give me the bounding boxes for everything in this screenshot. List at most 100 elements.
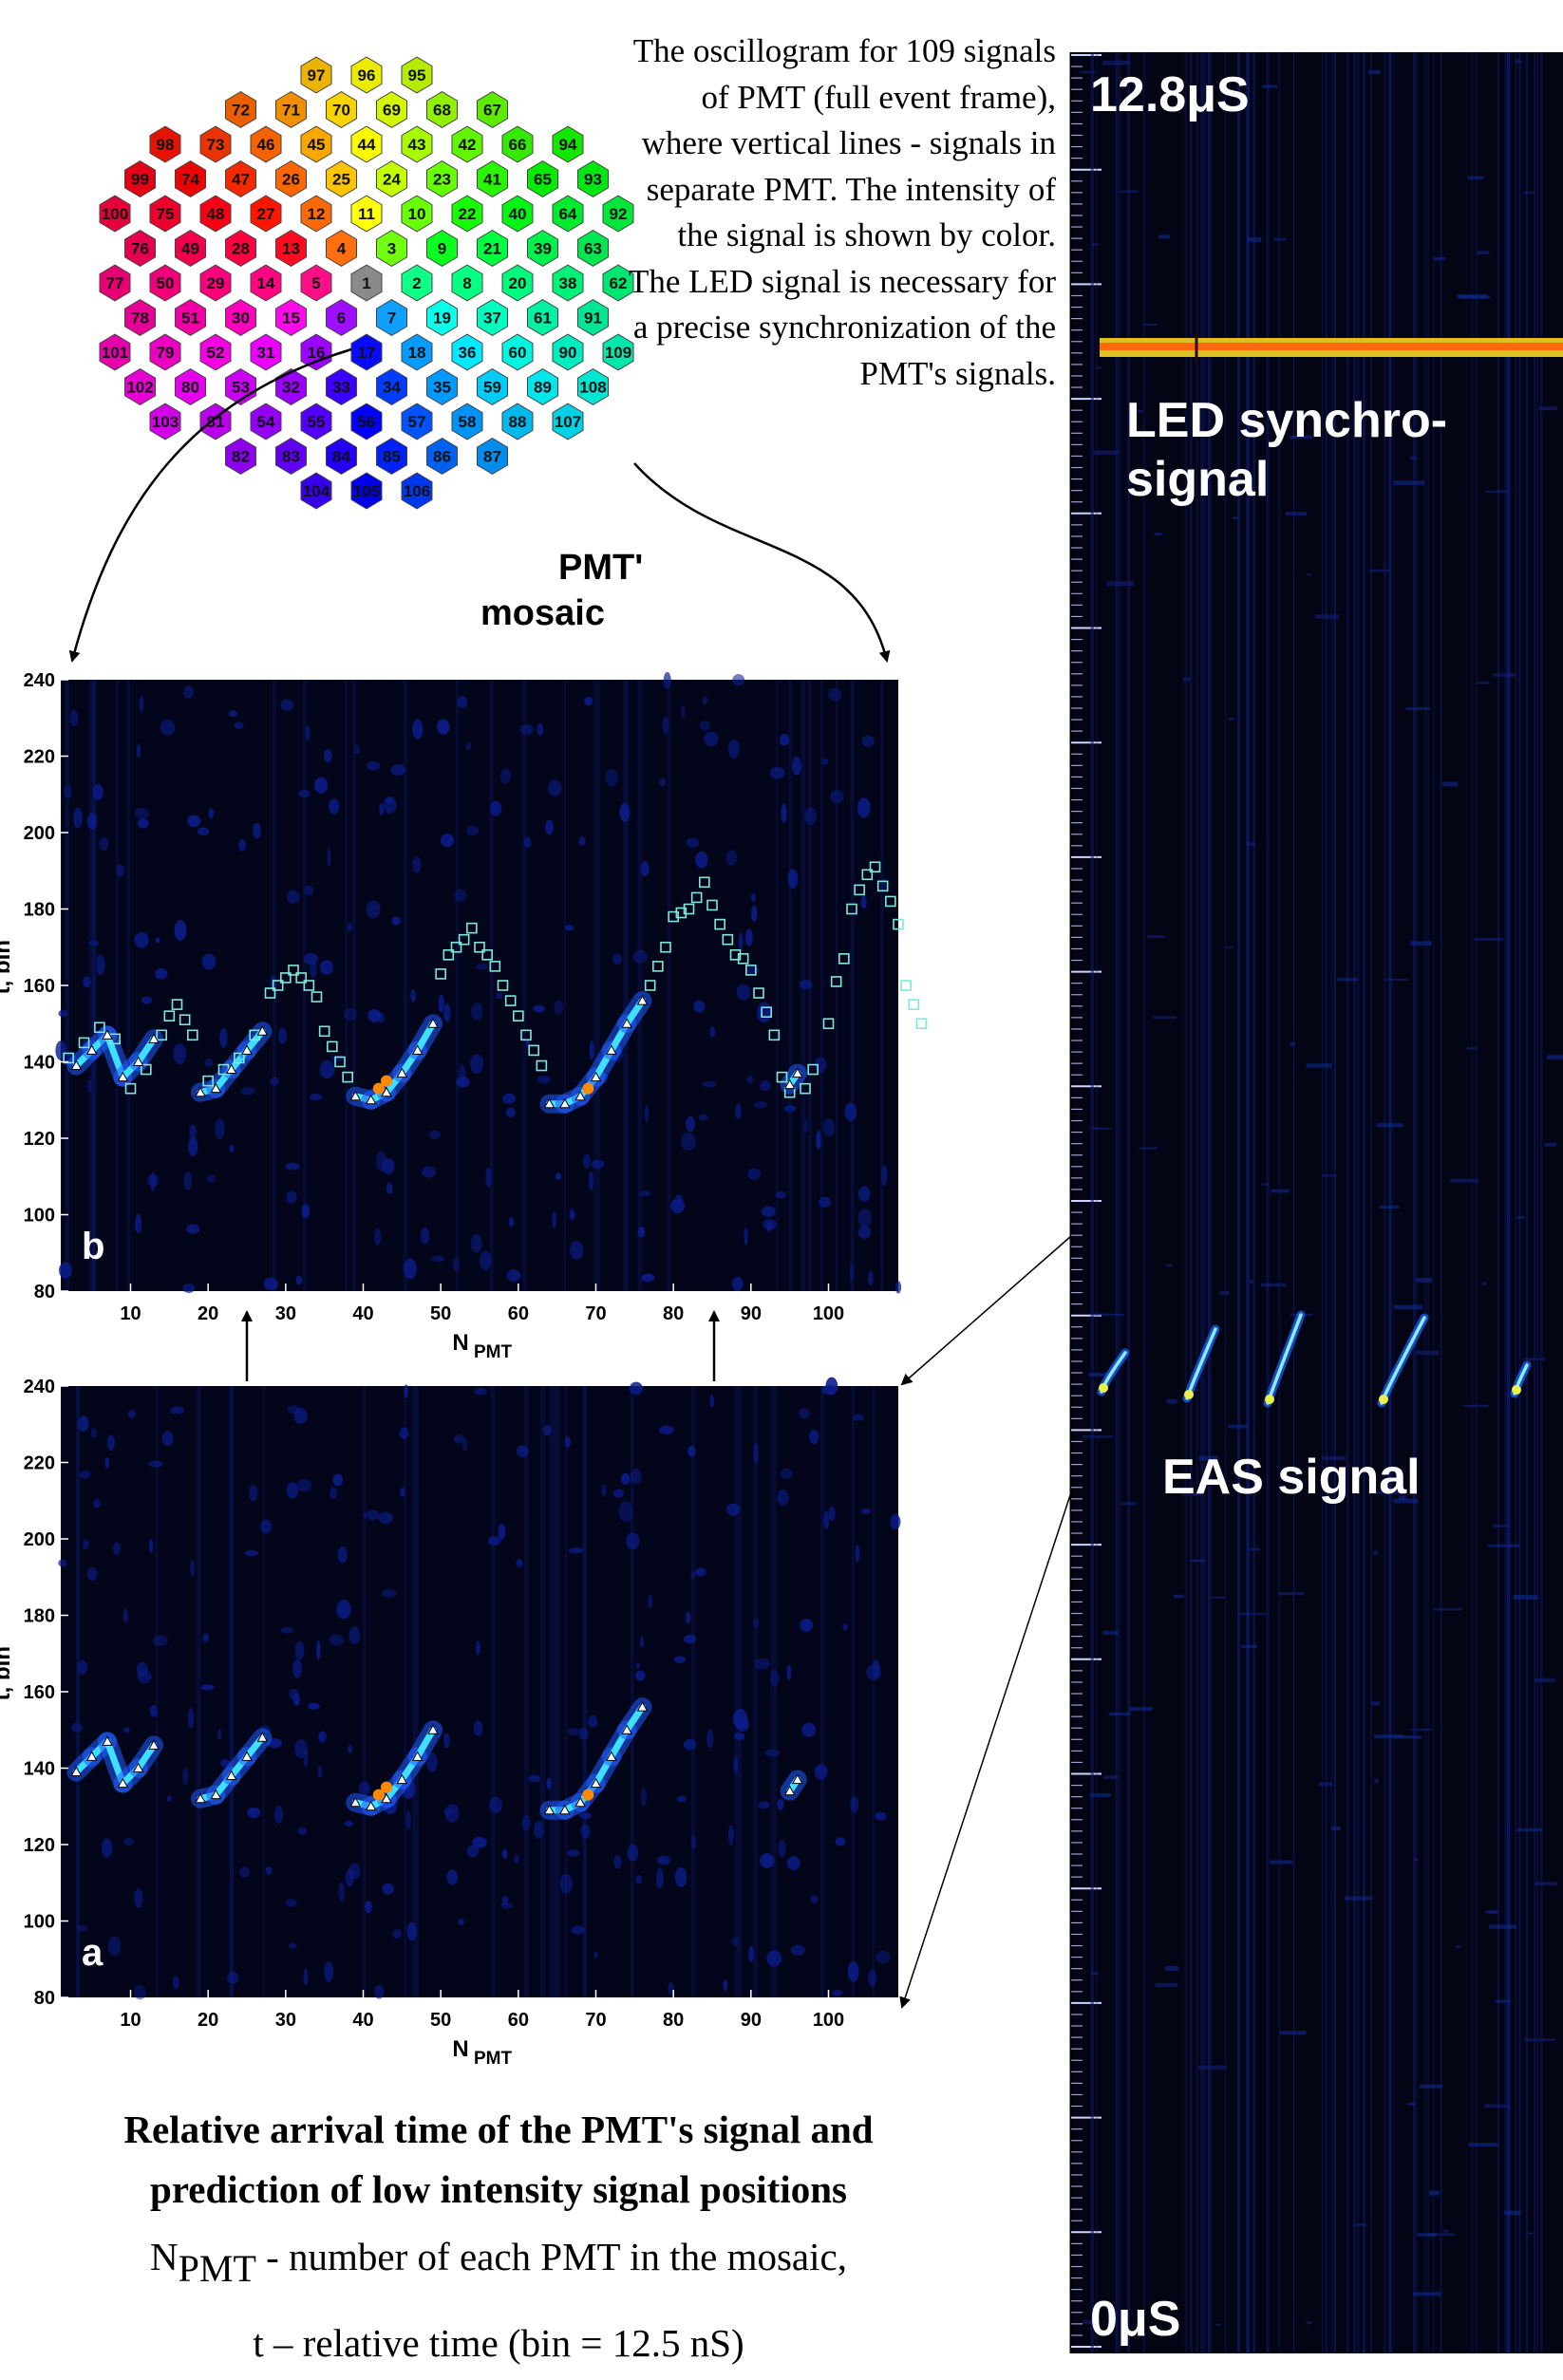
- pmt-cell-hexagon: [275, 368, 307, 405]
- osc-noise-speck: [1503, 2210, 1521, 2216]
- noise-speck: [634, 1670, 646, 1681]
- led-label-line1: LED synchro-: [1126, 393, 1447, 448]
- pmt-cell-number: 28: [232, 240, 250, 258]
- noise-speck: [412, 856, 422, 873]
- noise-speck: [123, 1727, 130, 1733]
- osc-zoom-line-top: [900, 1235, 1072, 1386]
- noise-speck: [568, 1547, 584, 1554]
- noise-speck: [187, 1707, 195, 1729]
- noise-speck: [760, 1079, 771, 1092]
- measured-point: [543, 1804, 556, 1815]
- noise-speck: [545, 819, 554, 835]
- noise-speck: [189, 1124, 198, 1139]
- measured-point: [427, 1724, 439, 1734]
- predicted-point: [318, 1025, 330, 1038]
- pmt-cell-hexagon: [326, 160, 357, 197]
- noise-speck: [819, 1196, 831, 1209]
- noise-speck: [850, 1795, 859, 1813]
- osc-noise-speck: [1515, 60, 1523, 64]
- noise-speck: [732, 1276, 744, 1292]
- pmt-cell-number: 67: [483, 102, 501, 120]
- pmt-cell-hexagon: [552, 264, 584, 302]
- osc-noise-speck: [1102, 1630, 1119, 1636]
- pmt-cell-hexagon: [326, 230, 357, 267]
- pmt-cell-hexagon: [175, 299, 206, 336]
- pmt-cell-hexagon: [477, 438, 508, 475]
- noise-speck: [458, 1919, 465, 1925]
- noise-speck: [452, 1258, 460, 1271]
- pmt-cell: 43: [401, 125, 433, 163]
- predicted-point: [303, 980, 315, 991]
- pmt-cell-hexagon: [175, 230, 206, 267]
- predicted-point: [295, 972, 307, 984]
- osc-noise-speck: [1394, 1304, 1423, 1310]
- predicted-point: [675, 907, 687, 919]
- predicted-point: [458, 933, 470, 946]
- pmt-cell-hexagon: [527, 160, 558, 197]
- noise-speck: [88, 940, 100, 946]
- pmt-cell-number: 56: [358, 413, 376, 431]
- pmt-cell-number: 8: [462, 274, 471, 292]
- predicted-point: [489, 961, 501, 972]
- pmt-cell-hexagon: [577, 230, 609, 267]
- noise-speck: [127, 1410, 136, 1419]
- pmt-cell-number: 83: [282, 448, 300, 466]
- osc-noise-speck: [1093, 1313, 1124, 1316]
- osc-noise-speck: [1102, 60, 1131, 66]
- noise-speck: [83, 976, 91, 988]
- pmt-cell-number: 108: [579, 379, 606, 397]
- noise-speck: [612, 1489, 625, 1498]
- noise-speck: [404, 1384, 409, 1399]
- measured-point: [148, 1033, 160, 1043]
- noise-speck: [247, 1807, 261, 1818]
- noise-speck: [674, 1866, 687, 1887]
- noise-speck: [280, 699, 294, 712]
- noise-speck: [644, 1104, 650, 1122]
- mosaic-arrow-right: [633, 462, 891, 663]
- measured-point: [381, 1086, 392, 1097]
- osc-noise-speck: [1279, 2031, 1307, 2035]
- noise-speck: [847, 1960, 859, 1982]
- noise-speck: [456, 1077, 470, 1088]
- osc-noise-speck: [1466, 1047, 1477, 1050]
- eas-label: EAS signal: [1162, 1450, 1421, 1505]
- pmt-cell: 33: [326, 368, 357, 405]
- noise-speck: [725, 1503, 741, 1516]
- noise-speck: [148, 1538, 154, 1553]
- y-tick-label: 160: [24, 1682, 55, 1703]
- noise-speck: [174, 920, 187, 941]
- noise-speck: [173, 1043, 187, 1065]
- noise-speck: [378, 1511, 393, 1525]
- noise-speck: [635, 1662, 641, 1669]
- noise-speck: [201, 953, 217, 970]
- noise-speck: [702, 696, 708, 704]
- pmt-cell-number: 75: [157, 205, 175, 223]
- noise-speck: [136, 1662, 148, 1677]
- measured-point: [411, 1751, 424, 1761]
- noise-speck: [751, 905, 758, 922]
- noise-speck: [76, 1924, 88, 1932]
- noise-speck: [134, 807, 149, 819]
- chart-b: 80 100 120 140 160 180 200 220 240 10 20 30 40 50 60 70…: [0, 670, 928, 1362]
- noise-speck: [260, 1519, 273, 1534]
- measured-point: [210, 1789, 222, 1800]
- noise-speck: [582, 1153, 592, 1170]
- predicted-point: [504, 995, 517, 1006]
- osc-noise-speck: [1318, 1782, 1333, 1787]
- measured-point: [574, 1796, 587, 1808]
- measured-point: [365, 1800, 377, 1811]
- pmt-cell-hexagon: [350, 56, 383, 94]
- pmt-cell-hexagon: [552, 403, 584, 440]
- predicted-point: [737, 953, 749, 965]
- pmt-cell-hexagon: [451, 333, 483, 371]
- noise-speck: [686, 837, 700, 849]
- pmt-cell: 77: [99, 264, 131, 302]
- noise-speck: [238, 838, 246, 852]
- pmt-cell-hexagon: [275, 438, 307, 475]
- pmt-cell: 47: [225, 160, 256, 197]
- pmt-cell-number: 55: [308, 413, 326, 431]
- predicted-point: [838, 953, 850, 965]
- pmt-cell: 12: [300, 195, 332, 233]
- noise-speck: [228, 710, 237, 718]
- pmt-cell-hexagon: [326, 299, 357, 336]
